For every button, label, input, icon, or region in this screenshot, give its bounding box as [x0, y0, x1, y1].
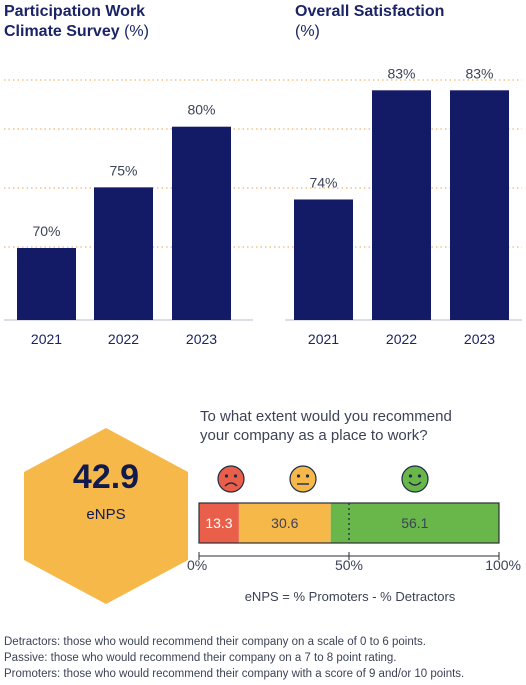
note-passive: Passive: those who would recommend their… [4, 652, 397, 664]
participation-chart-title: Participation Work Climate Survey (%) [4, 2, 149, 42]
sad-face-icon [217, 465, 245, 493]
note-promoters: Promoters: those who would recommend the… [4, 668, 465, 680]
participation-value-label: 75% [109, 162, 137, 178]
participation-title-line2: Climate Survey [4, 23, 120, 40]
satisfaction-value-label: 74% [309, 174, 337, 190]
enps-segment-label: 56.1 [401, 515, 428, 531]
participation-value-label: 70% [32, 223, 60, 239]
participation-bar [172, 126, 231, 320]
enps-segment-promoters [330, 503, 499, 543]
satisfaction-bar [294, 199, 353, 320]
participation-tick-label: 2023 [186, 331, 217, 347]
satisfaction-title-unit: (%) [295, 23, 320, 40]
enps-formula: eNPS = % Promoters - % Detractors [244, 589, 456, 604]
enps-segment-detractors [199, 503, 239, 543]
participation-value-label: 80% [187, 102, 215, 118]
enps-label: eNPS [86, 506, 126, 523]
satisfaction-bar [372, 90, 431, 320]
satisfaction-value-label: 83% [387, 65, 415, 81]
enps-question-line1: To what extent would you recommend [200, 408, 452, 425]
note-detractors: Detractors: those who would recommend th… [4, 636, 426, 648]
satisfaction-tick-label: 2022 [386, 331, 417, 347]
enps-segment-label: 13.3 [205, 515, 232, 531]
satisfaction-title-line1: Overall Satisfaction [295, 3, 445, 20]
enps-segment-passive [238, 503, 331, 543]
participation-title-line1: Participation Work [4, 3, 146, 20]
participation-bar [17, 248, 76, 320]
satisfaction-tick-label: 2021 [308, 331, 339, 347]
enps-segment-label: 30.6 [271, 515, 298, 531]
satisfaction-bar [450, 90, 509, 320]
satisfaction-chart-title: Overall Satisfaction (%) [295, 2, 444, 42]
satisfaction-value-label: 83% [465, 65, 493, 81]
enps-question: To what extent would you recommend your … [200, 407, 500, 445]
enps-axis-tick-label: 100% [485, 557, 521, 573]
enps-value: 42.9 [72, 458, 140, 496]
enps-question-line2: your company as a place to work? [200, 427, 428, 444]
participation-title-unit: (%) [124, 23, 149, 40]
happy-face-icon [401, 465, 429, 493]
participation-bar [94, 187, 153, 320]
enps-axis-tick-label: 0% [187, 557, 207, 573]
enps-hexagon [24, 428, 188, 604]
participation-tick-label: 2022 [108, 331, 139, 347]
neutral-face-icon [289, 465, 317, 493]
satisfaction-tick-label: 2023 [464, 331, 495, 347]
definitions-notes: Detractors: those who would recommend th… [4, 634, 464, 682]
enps-axis-tick-label: 50% [335, 557, 363, 573]
participation-tick-label: 2021 [31, 331, 62, 347]
